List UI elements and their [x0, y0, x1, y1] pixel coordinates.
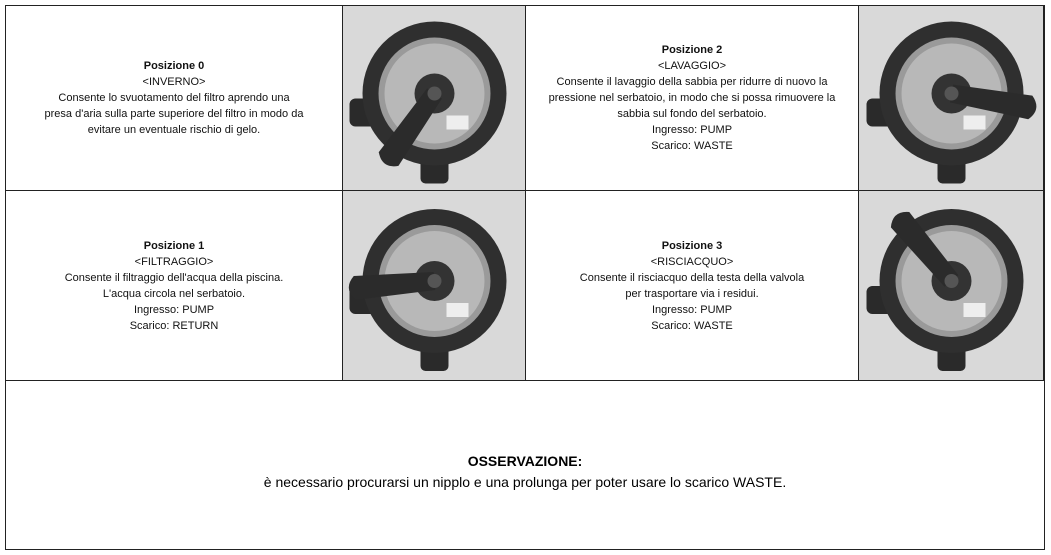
position-line: pressione nel serbatoio, in modo che si …	[548, 92, 836, 104]
cell-text: Posizione 3 <RISCIACQUO> Consente il risci…	[526, 191, 859, 381]
position-line: Consente il risciacquo della testa della…	[579, 271, 805, 284]
cell-text: Posizione 2 <LAVAGGIO> Consente il lavaggi…	[526, 6, 859, 191]
position-title: Posizione 2	[661, 44, 723, 56]
valve-image	[343, 191, 526, 381]
position-line: L'acqua circola nel serbatoio.	[102, 287, 246, 300]
position-mode: <RISCIACQUO>	[650, 255, 734, 268]
valve	[348, 209, 507, 371]
valve	[866, 21, 1037, 184]
position-line: presa d'aria sulla parte superiore del f…	[44, 108, 304, 120]
position-title: Posizione 3	[661, 239, 723, 252]
valve-image	[343, 6, 526, 191]
position-line: Scarico: WASTE	[651, 319, 733, 332]
position-mode: <FILTRAGGIO>	[134, 255, 214, 268]
cell-text: Posizione 1 <FILTRAGGIO> Consente il filtr…	[6, 191, 343, 381]
position-line: Ingresso: PUMP	[651, 303, 733, 316]
position-mode: <LAVAGGIO>	[657, 60, 727, 72]
position-line: Ingresso: PUMP	[133, 303, 215, 316]
valve-image	[859, 6, 1044, 191]
valve-image	[859, 191, 1044, 381]
note-title: OSSERVAZIONE:	[467, 453, 583, 469]
position-line: Consente lo svuotamento del filtro apren…	[58, 92, 290, 104]
position-line: sabbia sul fondo del serbatoio.	[617, 108, 767, 120]
document: OSSERVAZIONE: è necessario procurarsi un…	[5, 5, 1045, 550]
position-line: Ingresso: PUMP	[651, 124, 733, 136]
position-mode: <INVERNO>	[142, 76, 206, 88]
note: OSSERVAZIONE: è necessario procurarsi un…	[6, 381, 1044, 549]
position-line: Consente il filtraggio dell'acqua della …	[64, 271, 284, 284]
position-line: Scarico: RETURN	[129, 319, 219, 332]
valve	[866, 209, 1024, 371]
cell-text: Posizione 0 <INVERNO> Consente lo svuotame…	[6, 6, 343, 191]
position-line: Consente il lavaggio della sabbia per ri…	[556, 76, 828, 88]
valve	[349, 21, 507, 184]
note-text: è necessario procurarsi un nipplo e una …	[263, 474, 787, 490]
position-line: evitare un eventuale rischio di gelo.	[87, 124, 261, 136]
position-title: Posizione 1	[143, 239, 205, 252]
position-line: Scarico: WASTE	[651, 140, 733, 152]
position-title: Posizione 0	[143, 60, 205, 72]
position-line: per trasportare via i residui.	[625, 287, 759, 300]
